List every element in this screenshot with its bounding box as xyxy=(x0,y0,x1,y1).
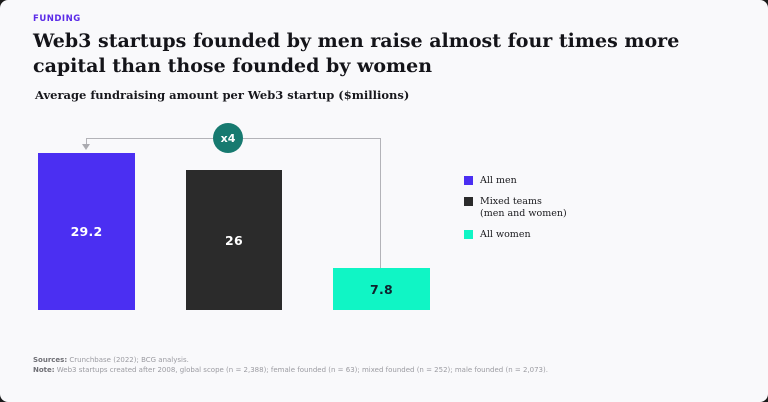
legend: All men Mixed teams (men and women) All … xyxy=(464,175,567,241)
legend-label-main: Mixed teams xyxy=(480,195,542,207)
category-eyebrow: FUNDING xyxy=(33,14,81,24)
bar-mixed-teams: 26 xyxy=(186,170,282,310)
legend-item-all-men: All men xyxy=(464,175,567,188)
multiplier-badge: x4 xyxy=(213,123,243,153)
page-title: Web3 startups founded by men raise almos… xyxy=(33,30,680,77)
annotation-connector-stub xyxy=(86,139,87,144)
legend-swatch-purple xyxy=(464,176,473,185)
sources-label: Sources: xyxy=(33,356,68,364)
note-line: Note: Web3 startups created after 2008, … xyxy=(33,365,548,375)
sources-text: Crunchbase (2022); BCG analysis. xyxy=(67,356,189,364)
legend-label: All men xyxy=(480,175,517,186)
bar-all-women: 7.8 xyxy=(333,268,430,310)
bar-value-label: 29.2 xyxy=(70,224,103,239)
bar-value-label: 7.8 xyxy=(370,281,393,297)
legend-swatch-black xyxy=(464,196,473,206)
legend-swatch-teal xyxy=(464,229,473,239)
legend-item-all-women: All women xyxy=(464,229,567,242)
arrow-down-icon xyxy=(82,144,90,150)
bar-all-men: 29.2 xyxy=(38,153,135,310)
legend-label: All women xyxy=(480,228,531,240)
legend-label: Mixed teams (men and women) xyxy=(480,196,567,221)
legend-label-sub: (men and women) xyxy=(480,208,567,219)
note-label: Note: xyxy=(33,366,55,374)
annotation-connector-vertical xyxy=(380,139,381,268)
chart-subtitle: Average fundraising amount per Web3 star… xyxy=(35,88,410,102)
footnotes: Sources: Crunchbase (2022); BCG analysis… xyxy=(33,355,548,375)
note-text: Web3 startups created after 2008, global… xyxy=(54,366,548,374)
legend-item-mixed-teams: Mixed teams (men and women) xyxy=(464,196,567,221)
bar-value-label: 26 xyxy=(225,232,243,248)
sources-line: Sources: Crunchbase (2022); BCG analysis… xyxy=(33,355,548,365)
